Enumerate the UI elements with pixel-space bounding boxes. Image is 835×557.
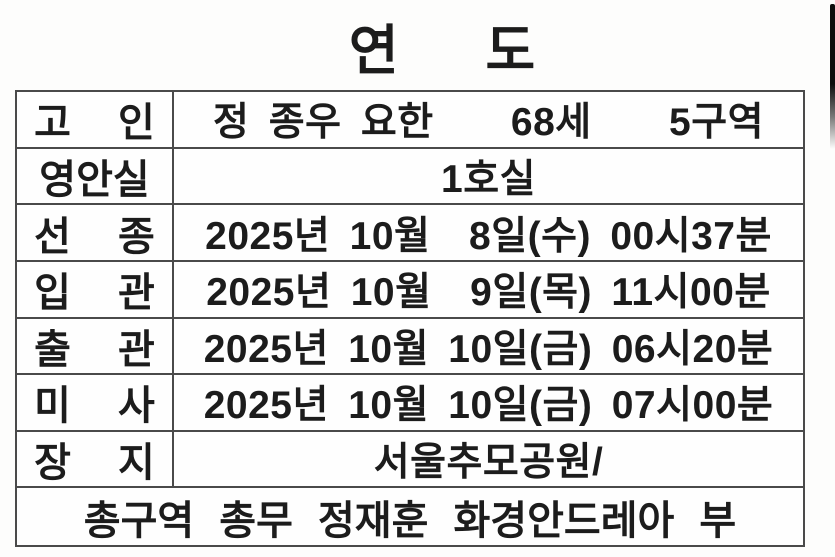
scan-edge-artifact bbox=[830, 4, 835, 149]
row-casket-departure-value: 2025년 10월 10일(금) 06시20분 bbox=[174, 319, 803, 376]
row-casket-departure-label: 출 관 bbox=[17, 318, 174, 376]
footer-officiant-note: 총구역 총무 정재훈 화경안드레아 부 bbox=[83, 498, 737, 543]
row-mortuary-room-value: 1호실 bbox=[174, 149, 803, 206]
row-deceased-label: 고 인 bbox=[17, 92, 174, 149]
row-burial-site-value: 서울추모공원/ bbox=[174, 432, 803, 489]
row-death-value: 2025년 10월 8일(수) 00시37분 bbox=[174, 205, 803, 262]
row-death-label: 선 종 bbox=[17, 205, 174, 262]
funeral-info-table: 고 인 정 종우 요한 68세 5구역 영안실 1호실 선 종 2025년 10… bbox=[15, 90, 805, 547]
row-deceased-value: 정 종우 요한 68세 5구역 bbox=[174, 92, 803, 149]
row-funeral-mass-label: 미 사 bbox=[17, 375, 174, 432]
row-mortuary-room-label: 영안실 bbox=[17, 148, 174, 206]
row-funeral-mass-value: 2025년 10월 10일(금) 07시00분 bbox=[174, 375, 803, 432]
page-title: 연 도 bbox=[348, 21, 537, 81]
row-encoffining-value: 2025년 10월 9일(목) 11시00분 bbox=[174, 262, 803, 319]
row-encoffining-label: 입 관 bbox=[17, 261, 174, 319]
row-burial-site-label: 장 지 bbox=[17, 431, 174, 489]
